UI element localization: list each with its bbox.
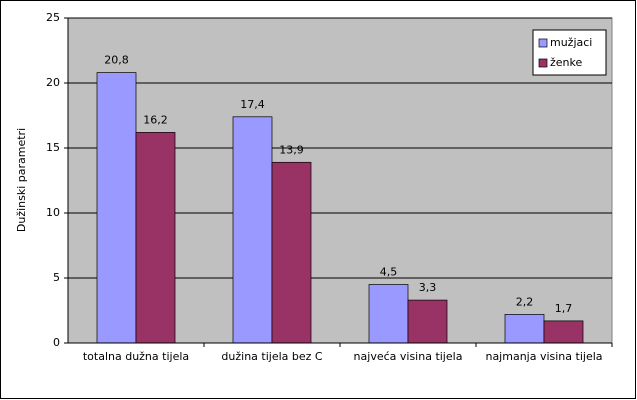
legend-swatch [538, 38, 548, 48]
data-label: 3,3 [419, 281, 437, 294]
bar [368, 284, 409, 344]
y-tick-label: 20 [46, 76, 60, 89]
x-tick-label: totalna dužna tijela [82, 350, 190, 363]
legend-box [532, 29, 607, 76]
legend-swatch [538, 58, 548, 68]
x-tick-label: najveća visina tijela [353, 350, 463, 363]
bar [407, 299, 448, 344]
bar [543, 320, 584, 344]
data-label: 20,8 [104, 54, 129, 67]
y-axis-label: Dužinski parametri [15, 128, 28, 232]
x-tick-label: dužina tijela bez C [221, 350, 323, 363]
data-label: 4,5 [380, 266, 398, 279]
legend-label: ženke [550, 56, 582, 69]
legend-label: mužjaci [550, 36, 592, 49]
data-label: 16,2 [143, 113, 168, 126]
data-label: 13,9 [279, 143, 304, 156]
y-tick-label: 10 [46, 206, 60, 219]
data-label: 1,7 [555, 302, 573, 315]
bar [96, 72, 137, 344]
y-tick-label: 25 [46, 11, 60, 24]
bar [504, 314, 545, 344]
bar [271, 161, 312, 344]
y-tick-label: 0 [53, 336, 60, 349]
data-label: 17,4 [240, 98, 265, 111]
bar [232, 116, 273, 344]
data-label: 2,2 [516, 295, 534, 308]
bar [135, 132, 176, 344]
y-tick-label: 5 [53, 271, 60, 284]
y-tick-label: 15 [46, 141, 60, 154]
x-tick-label: najmanja visina tijela [485, 350, 603, 363]
